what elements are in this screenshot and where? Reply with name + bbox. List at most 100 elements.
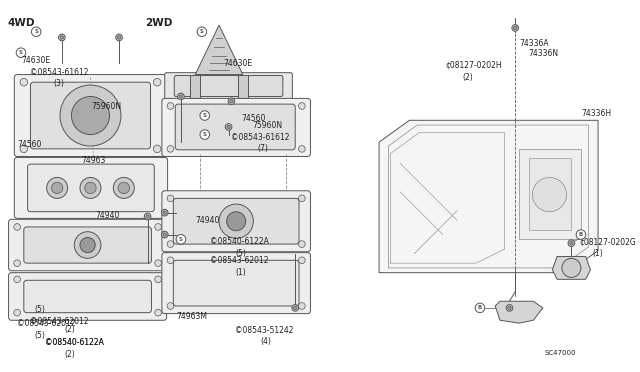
Circle shape [227, 212, 246, 231]
Circle shape [161, 231, 168, 238]
Circle shape [117, 36, 121, 39]
Text: S: S [200, 29, 204, 34]
Text: ©08543-62012: ©08543-62012 [17, 319, 76, 328]
Circle shape [14, 260, 20, 266]
Circle shape [155, 260, 161, 266]
Text: 74630E: 74630E [224, 60, 253, 68]
Text: (3): (3) [53, 79, 64, 88]
Text: (1): (1) [236, 268, 246, 277]
Circle shape [230, 100, 233, 103]
Circle shape [20, 145, 28, 153]
Circle shape [298, 195, 305, 202]
Circle shape [47, 177, 68, 198]
Circle shape [167, 195, 174, 202]
Circle shape [163, 211, 166, 214]
Circle shape [167, 145, 174, 152]
Circle shape [144, 213, 151, 220]
Circle shape [59, 34, 65, 41]
Circle shape [118, 182, 129, 193]
Text: ©08540-6122A: ©08540-6122A [209, 237, 268, 246]
FancyBboxPatch shape [14, 74, 168, 157]
Text: ©08543-62012: ©08543-62012 [209, 256, 268, 266]
Circle shape [298, 303, 305, 310]
Text: S: S [203, 132, 207, 137]
Text: 74940: 74940 [195, 217, 220, 225]
Circle shape [51, 182, 63, 193]
Circle shape [154, 145, 161, 153]
Bar [191, 74, 200, 98]
Circle shape [225, 124, 232, 130]
Circle shape [227, 125, 230, 129]
Circle shape [155, 224, 161, 230]
Circle shape [562, 259, 581, 278]
FancyBboxPatch shape [28, 164, 154, 212]
Circle shape [292, 305, 298, 311]
Text: ©08543-61612: ©08543-61612 [31, 68, 89, 77]
Circle shape [508, 306, 511, 310]
Circle shape [298, 257, 305, 264]
Circle shape [200, 111, 209, 120]
FancyBboxPatch shape [173, 198, 299, 244]
Circle shape [200, 130, 209, 140]
Circle shape [167, 257, 174, 264]
Circle shape [178, 93, 184, 100]
Circle shape [84, 182, 96, 193]
FancyBboxPatch shape [24, 280, 152, 312]
Polygon shape [552, 256, 591, 279]
Circle shape [163, 233, 166, 236]
Text: S: S [34, 29, 38, 34]
Circle shape [113, 177, 134, 198]
Text: S: S [179, 237, 183, 242]
Circle shape [74, 232, 101, 259]
Circle shape [294, 306, 297, 310]
Text: B: B [478, 305, 482, 310]
Circle shape [228, 98, 235, 105]
Circle shape [14, 276, 20, 283]
Circle shape [298, 241, 305, 247]
Circle shape [197, 27, 207, 36]
Polygon shape [495, 301, 543, 323]
Text: 74963: 74963 [81, 155, 106, 164]
Text: ©08540-6122A: ©08540-6122A [45, 339, 104, 347]
Text: (2): (2) [65, 350, 76, 359]
Text: ¢08127-0202G: ¢08127-0202G [579, 237, 636, 246]
Circle shape [14, 224, 20, 230]
FancyBboxPatch shape [14, 157, 168, 218]
FancyBboxPatch shape [31, 82, 150, 149]
Circle shape [20, 78, 28, 86]
Circle shape [570, 241, 573, 245]
FancyBboxPatch shape [173, 260, 299, 306]
Text: (2): (2) [462, 73, 472, 82]
Text: 74336H: 74336H [581, 109, 611, 118]
Circle shape [576, 230, 586, 239]
Text: (4): (4) [260, 337, 271, 346]
Text: 74963M: 74963M [176, 312, 207, 321]
Text: 74560: 74560 [17, 140, 42, 149]
FancyBboxPatch shape [8, 273, 166, 320]
Text: B: B [579, 232, 583, 237]
Circle shape [155, 276, 161, 283]
Circle shape [161, 209, 168, 216]
Circle shape [60, 36, 63, 39]
Text: (5): (5) [35, 305, 45, 314]
Bar [529, 158, 572, 230]
Circle shape [506, 305, 513, 311]
Circle shape [80, 237, 95, 253]
Circle shape [116, 34, 122, 41]
Polygon shape [195, 25, 243, 74]
Text: 74336A: 74336A [519, 39, 548, 48]
Text: ©08543-51242: ©08543-51242 [236, 326, 294, 335]
FancyBboxPatch shape [174, 76, 283, 96]
Text: 4WD: 4WD [8, 18, 35, 28]
Text: (1): (1) [593, 249, 603, 258]
FancyBboxPatch shape [24, 227, 152, 263]
Text: 74940: 74940 [95, 211, 120, 220]
Text: ©08543-62012: ©08543-62012 [29, 317, 88, 326]
Bar [519, 149, 581, 239]
Circle shape [155, 310, 161, 316]
Circle shape [167, 241, 174, 247]
Circle shape [14, 310, 20, 316]
Circle shape [154, 78, 161, 86]
Circle shape [219, 204, 253, 238]
FancyBboxPatch shape [162, 191, 310, 252]
